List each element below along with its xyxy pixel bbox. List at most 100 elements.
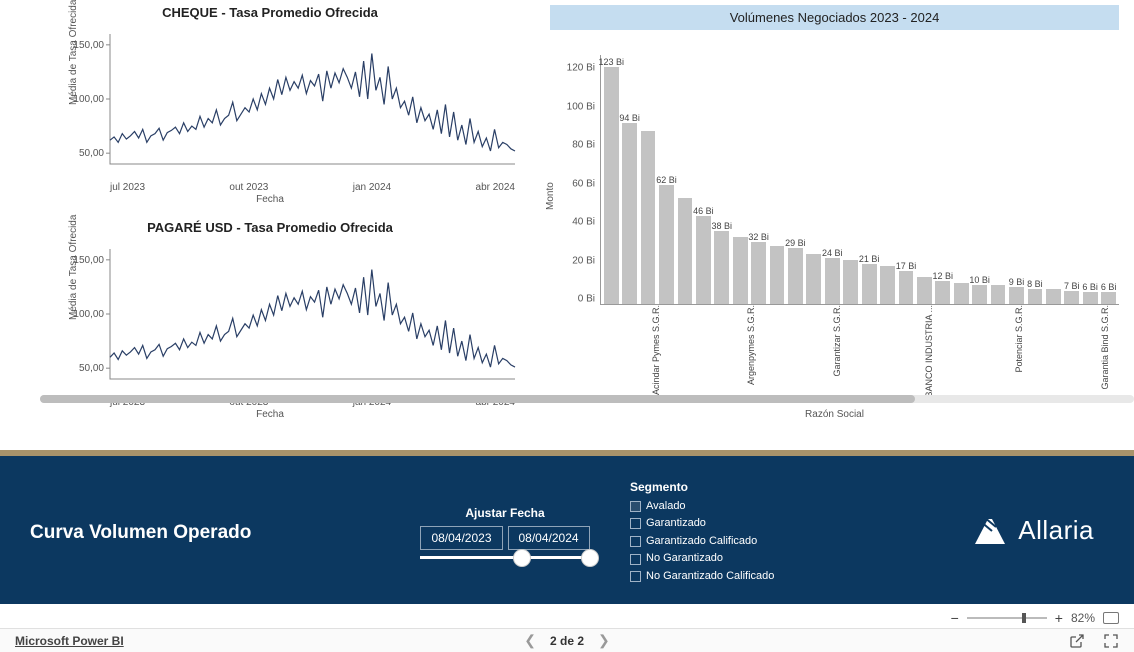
bar-column[interactable]: 6 Bi (1100, 55, 1116, 304)
segmento-option[interactable]: No Garantizado Calificado (630, 568, 774, 586)
zoom-slider-thumb[interactable] (1022, 613, 1026, 623)
bar-column[interactable] (1045, 55, 1061, 304)
bar-rect (1028, 289, 1043, 304)
fullscreen-icon[interactable] (1103, 633, 1119, 649)
date-adjust-block: Ajustar Fecha 08/04/2023 08/04/2024 (420, 506, 590, 559)
bar-rect (825, 258, 840, 304)
bar-column[interactable] (677, 55, 693, 304)
zoom-out-button[interactable]: − (951, 610, 959, 626)
segmento-option[interactable]: No Garantizado (630, 550, 774, 568)
bar-column[interactable] (916, 55, 932, 304)
svg-text:50,00: 50,00 (79, 148, 104, 159)
bar-category-label: Potenciar S.G.R. (1014, 305, 1024, 381)
bar-y-tick: 120 Bi (565, 63, 595, 74)
bar-rect (641, 131, 656, 304)
segmento-option[interactable]: Avalado (630, 498, 774, 516)
svg-text:50,00: 50,00 (79, 363, 104, 374)
left-column: CHEQUE - Tasa Promedio Ofrecida Média de… (0, 0, 540, 450)
bar-column[interactable]: 21 Bi (861, 55, 877, 304)
date-slider[interactable] (420, 556, 590, 559)
bar-column[interactable]: 38 Bi (714, 55, 730, 304)
share-icon[interactable] (1069, 633, 1085, 649)
segmento-label: Segmento (630, 480, 774, 494)
bar-column[interactable]: 6 Bi (1082, 55, 1098, 304)
bar-rect (1101, 292, 1116, 304)
bar-column[interactable]: 12 Bi (935, 55, 951, 304)
footer-title: Curva Volumen Operado (30, 522, 410, 544)
date-inputs: 08/04/2023 08/04/2024 (420, 526, 589, 550)
segmento-option[interactable]: Garantizado Calificado (630, 533, 774, 551)
segmento-option-label: Avalado (646, 498, 686, 516)
pager-prev-button[interactable]: ❮ (524, 632, 536, 649)
y-axis-label: Média de Tasa Ofrecida (68, 0, 79, 105)
bar-column[interactable] (806, 55, 822, 304)
bar-value-label: 32 Bi (748, 232, 769, 242)
bar-column[interactable] (953, 55, 969, 304)
bar-y-tick: 20 Bi (565, 255, 595, 266)
y-axis-label: Média de Tasa Ofrecida (68, 215, 79, 320)
bar-rect (843, 260, 858, 304)
zoom-slider-track[interactable] (967, 617, 1047, 619)
bar-column[interactable]: 62 Bi (658, 55, 674, 304)
scrollbar-thumb[interactable] (40, 395, 915, 403)
slider-thumb-right[interactable] (581, 549, 599, 567)
bar-rect (622, 123, 637, 304)
bar-column[interactable]: 10 Bi (971, 55, 987, 304)
bar-column[interactable] (842, 55, 858, 304)
bar-column[interactable] (879, 55, 895, 304)
bar-column[interactable]: 17 Bi (898, 55, 914, 304)
checkbox-icon (630, 571, 641, 582)
bar-rect (751, 242, 766, 304)
bar-horizontal-scrollbar[interactable] (40, 395, 1134, 403)
powerbi-bottom-bar: Microsoft Power BI ❮ 2 de 2 ❯ (0, 628, 1134, 652)
checkbox-icon (630, 501, 641, 512)
bar-rect (1064, 291, 1079, 304)
bar-value-label: 94 Bi (619, 113, 640, 123)
bar-value-label: 6 Bi (1082, 282, 1098, 292)
bar-value-label: 10 Bi (969, 275, 990, 285)
x-tick: jan 2024 (353, 182, 391, 193)
pager-next-button[interactable]: ❯ (598, 632, 610, 649)
slider-thumb-left[interactable] (513, 549, 531, 567)
bar-rect (991, 285, 1006, 304)
segmento-option[interactable]: Garantizado (630, 515, 774, 533)
segmento-option-label: Garantizado (646, 515, 706, 533)
bar-column[interactable]: 46 Bi (695, 55, 711, 304)
bar-column[interactable]: 32 Bi (750, 55, 766, 304)
bar-rect (917, 277, 932, 304)
checkbox-icon (630, 518, 641, 529)
bar-value-label: 46 Bi (693, 206, 714, 216)
bar-column[interactable]: 24 Bi (824, 55, 840, 304)
bar-column[interactable]: 29 Bi (787, 55, 803, 304)
bar-category-label: Garantizar S.G.R. (832, 305, 842, 385)
fit-to-page-icon[interactable] (1103, 612, 1119, 624)
pager: ❮ 2 de 2 ❯ (524, 632, 610, 649)
bars-region: 123 Bi94 Bi 62 Bi 46 Bi38 Bi 32 Bi 29 Bi 24 B… (600, 55, 1119, 305)
date-to-input[interactable]: 08/04/2024 (508, 526, 590, 550)
bar-column[interactable] (732, 55, 748, 304)
x-axis-label: Fecha (0, 409, 540, 420)
bar-column[interactable]: 94 Bi (621, 55, 637, 304)
bar-rect (899, 271, 914, 304)
bar-rect (806, 254, 821, 304)
bar-column[interactable] (640, 55, 656, 304)
x-tick: out 2023 (229, 182, 268, 193)
bar-column[interactable]: 7 Bi (1064, 55, 1080, 304)
bar-value-label: 9 Bi (1009, 277, 1025, 287)
segmento-option-label: Garantizado Calificado (646, 533, 757, 551)
bar-rect (659, 185, 674, 304)
powerbi-link[interactable]: Microsoft Power BI (15, 634, 124, 648)
segmento-option-label: No Garantizado (646, 550, 723, 568)
pbi-action-icons (1069, 633, 1119, 649)
bar-column[interactable]: 8 Bi (1027, 55, 1043, 304)
bar-y-label: Monto (545, 182, 556, 210)
bar-column[interactable]: 9 Bi (1008, 55, 1024, 304)
bar-column[interactable]: 123 Bi (603, 55, 619, 304)
date-adjust-label: Ajustar Fecha (465, 506, 544, 520)
bar-category-label: BANCO INDUSTRIA ... (924, 305, 934, 406)
line-chart-svg: 50,00100,00150,00 (0, 239, 540, 404)
date-from-input[interactable]: 08/04/2023 (420, 526, 502, 550)
bar-column[interactable] (769, 55, 785, 304)
zoom-in-button[interactable]: + (1055, 610, 1063, 626)
bar-column[interactable] (990, 55, 1006, 304)
